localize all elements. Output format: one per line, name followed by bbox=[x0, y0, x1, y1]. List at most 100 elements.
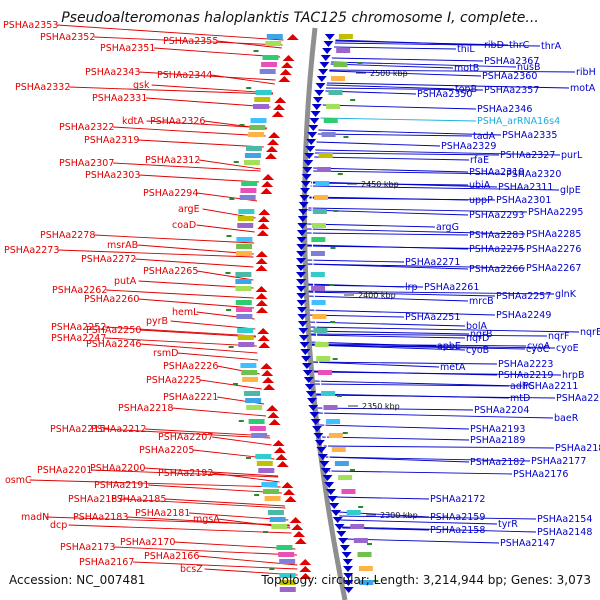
right-gene-label: PSHAa2223 bbox=[498, 359, 553, 370]
gene-tile bbox=[338, 34, 353, 39]
reverse-gene-arrow bbox=[268, 419, 281, 425]
left-connector bbox=[146, 97, 271, 108]
left-connector bbox=[212, 436, 272, 446]
forward-gene-arrow bbox=[325, 489, 336, 495]
right-connector bbox=[340, 519, 498, 525]
gene-tile bbox=[238, 209, 255, 214]
left-gene-label: PSHAa2201 bbox=[37, 465, 92, 476]
right-gene-label: PSHAa2329 bbox=[441, 141, 496, 152]
gene-tile bbox=[236, 314, 253, 319]
gene-tile bbox=[245, 398, 262, 403]
right-gene-label: cyoA bbox=[527, 341, 551, 352]
right-gene-label: thiL bbox=[457, 44, 475, 55]
right-connector bbox=[313, 383, 510, 387]
right-connector bbox=[325, 456, 531, 462]
gene-tile bbox=[358, 566, 373, 571]
gene-tile bbox=[341, 489, 356, 494]
right-connector bbox=[312, 170, 506, 175]
right-gene-label: PSHAa2158 bbox=[430, 525, 485, 536]
right-gene-label: PSHAa2159 bbox=[430, 512, 485, 523]
reverse-gene-arrow bbox=[261, 181, 274, 187]
left-gene-label: PSHAa2207 bbox=[158, 432, 213, 443]
gene-tile bbox=[279, 580, 296, 585]
forward-gene-arrow bbox=[300, 349, 311, 355]
forward-gene-arrow bbox=[316, 447, 327, 453]
left-connector bbox=[151, 84, 274, 94]
right-gene-label: PSHAa2148 bbox=[537, 527, 592, 538]
right-gene-label: thrA bbox=[541, 41, 562, 52]
left-connector bbox=[144, 467, 279, 477]
right-gene-label: PSHAa2154 bbox=[537, 514, 592, 525]
reverse-gene-arrow bbox=[278, 76, 291, 82]
right-gene-label: metA bbox=[440, 362, 466, 373]
left-gene-label: msrAB bbox=[107, 240, 138, 251]
right-connector bbox=[334, 46, 457, 50]
kbp-marker: 2400 kbp bbox=[358, 291, 396, 300]
right-gene-label: PSHAa2172 bbox=[430, 494, 485, 505]
right-gene-label: PSHAa2180 bbox=[555, 443, 600, 454]
gene-tile bbox=[311, 286, 326, 291]
right-connector bbox=[342, 526, 537, 533]
left-connector bbox=[145, 428, 270, 437]
forward-gene-arrow bbox=[324, 34, 335, 40]
right-gene-label: PSHAa2206 bbox=[556, 393, 600, 404]
left-connector bbox=[57, 24, 284, 41]
gene-tile bbox=[255, 90, 272, 95]
forward-gene-arrow bbox=[313, 433, 324, 439]
left-gene-label: PSHAa2343 bbox=[85, 67, 140, 78]
right-gene-label: PSHAa2293 bbox=[469, 210, 524, 221]
gene-tile bbox=[235, 279, 252, 284]
reverse-gene-arrow bbox=[258, 342, 271, 348]
left-gene-label: PSHAa2278 bbox=[40, 230, 95, 241]
left-gene-label: PSHAa2252 bbox=[51, 322, 106, 333]
gene-tile bbox=[266, 34, 283, 39]
gene-tile bbox=[240, 363, 257, 368]
right-gene-label: PSHAa2204 bbox=[474, 405, 529, 416]
gene-tile bbox=[323, 405, 338, 410]
right-connector bbox=[314, 152, 500, 156]
reverse-gene-arrow bbox=[256, 230, 269, 236]
gene-tile bbox=[316, 356, 331, 361]
gene-tile bbox=[271, 524, 288, 529]
gene-tile bbox=[241, 370, 258, 375]
gene-tile bbox=[256, 461, 273, 466]
right-gene-label: motB bbox=[454, 63, 479, 74]
left-connector bbox=[138, 298, 255, 309]
reverse-gene-arrow bbox=[255, 265, 268, 271]
left-gene-label: PSHAa2265 bbox=[143, 266, 198, 277]
forward-gene-arrow bbox=[327, 496, 338, 502]
left-gene-label: putA bbox=[114, 276, 137, 287]
topology-summary: Topology: circular; Length: 3,214,944 bp… bbox=[261, 573, 591, 587]
right-gene-label: topB bbox=[455, 84, 477, 95]
left-gene-label: PSHAa2272 bbox=[81, 254, 136, 265]
left-gene-label: PSHAa2200 bbox=[90, 463, 145, 474]
right-gene-label: apbE bbox=[437, 341, 461, 352]
gene-tile bbox=[236, 307, 253, 312]
left-gene-label: PSHAa2312 bbox=[145, 155, 200, 166]
right-gene-label: ribD bbox=[484, 40, 504, 51]
forward-gene-arrow bbox=[338, 538, 349, 544]
gene-tile bbox=[328, 90, 343, 95]
left-gene-label: PSHAa2247 bbox=[51, 333, 106, 344]
left-connector bbox=[138, 139, 264, 148]
right-connector bbox=[328, 470, 513, 475]
right-connector bbox=[308, 344, 556, 349]
left-gene-label: mgsA bbox=[193, 514, 220, 525]
gene-tile bbox=[237, 223, 254, 228]
gene-tile bbox=[235, 286, 252, 291]
left-gene-label: PSHAa2352 bbox=[40, 32, 95, 43]
right-connector bbox=[307, 333, 548, 337]
forward-gene-arrow bbox=[330, 510, 341, 516]
reverse-gene-arrow bbox=[281, 62, 294, 68]
forward-gene-arrow bbox=[316, 76, 327, 82]
gene-tile bbox=[311, 237, 326, 242]
left-connector bbox=[165, 498, 285, 507]
left-gene-label: PSHAa2192 bbox=[158, 468, 213, 479]
reverse-gene-arrow bbox=[255, 286, 268, 292]
forward-gene-arrow bbox=[295, 265, 306, 271]
forward-gene-arrow bbox=[301, 363, 312, 369]
right-connector bbox=[316, 141, 441, 147]
right-gene-label: PSHAa2267 bbox=[526, 263, 581, 274]
forward-gene-arrow bbox=[339, 545, 350, 551]
